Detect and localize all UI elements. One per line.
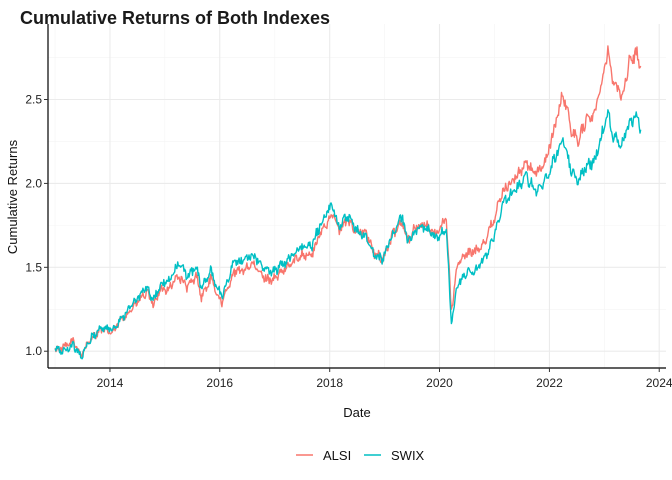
x-tick-label: 2020 [426, 376, 453, 390]
y-tick-label: 2.5 [25, 93, 42, 107]
legend: ALSI SWIX [296, 448, 425, 463]
y-tick-label: 1.5 [25, 260, 42, 274]
series-lines [54, 45, 642, 360]
tick-labels: 2014 2016 2018 2020 2022 2024 1.0 1.5 2.0 2.5 [25, 93, 672, 390]
legend-label-alsi: ALSI [323, 448, 351, 463]
x-tick-label: 2018 [316, 376, 343, 390]
x-tick-label: 2024 [646, 376, 672, 390]
axes [47, 24, 666, 369]
chart-title: Cumulative Returns of Both Indexes [20, 8, 330, 28]
series-line-alsi [54, 45, 642, 358]
grid [48, 24, 666, 368]
y-axis-title: Cumulative Returns [5, 139, 20, 254]
y-tick-label: 2.0 [25, 176, 42, 190]
x-axis-title: Date [343, 405, 370, 420]
y-tick-label: 1.0 [25, 344, 42, 358]
x-tick-label: 2022 [536, 376, 563, 390]
series-line-swix [54, 109, 642, 360]
x-tick-label: 2016 [206, 376, 233, 390]
x-tick-label: 2014 [97, 376, 124, 390]
legend-label-swix: SWIX [391, 448, 425, 463]
